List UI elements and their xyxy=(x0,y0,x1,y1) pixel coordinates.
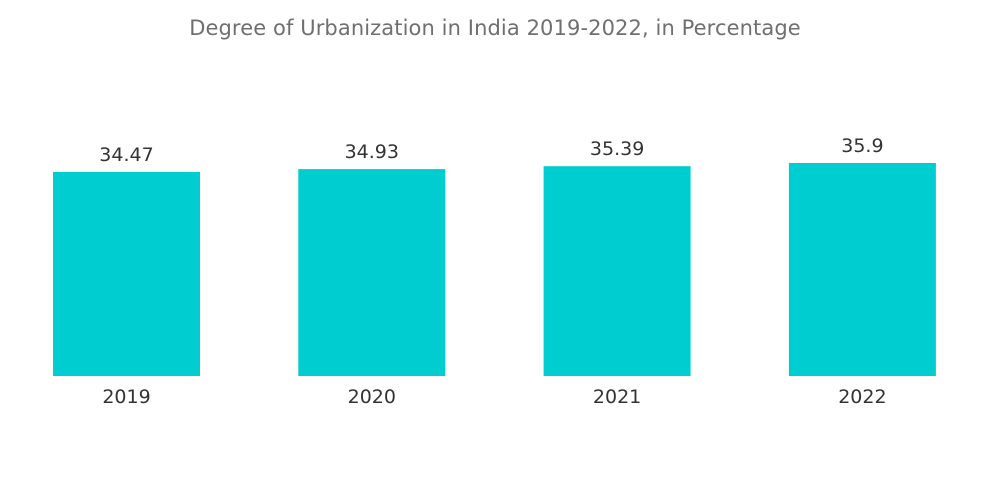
bar-2020 xyxy=(298,169,446,376)
data-label-2020: 34.93 xyxy=(345,141,399,163)
chart-title: Degree of Urbanization in India 2019-202… xyxy=(189,16,801,40)
data-label-2021: 35.39 xyxy=(590,138,644,160)
data-labels-group: 34.47 34.93 35.39 35.9 xyxy=(99,135,883,166)
bar-2022 xyxy=(788,163,936,376)
x-tick-labels-group: 2019 2020 2021 2022 xyxy=(102,386,886,408)
bar-2021 xyxy=(543,166,691,376)
data-label-2022: 35.9 xyxy=(841,135,883,157)
x-tick-label-2021: 2021 xyxy=(593,386,641,408)
x-tick-label-2020: 2020 xyxy=(348,386,396,408)
x-tick-label-2019: 2019 xyxy=(102,386,150,408)
bars-group xyxy=(53,163,936,376)
data-label-2019: 34.47 xyxy=(99,144,153,166)
x-tick-label-2022: 2022 xyxy=(838,386,886,408)
bar-2019 xyxy=(53,172,200,376)
